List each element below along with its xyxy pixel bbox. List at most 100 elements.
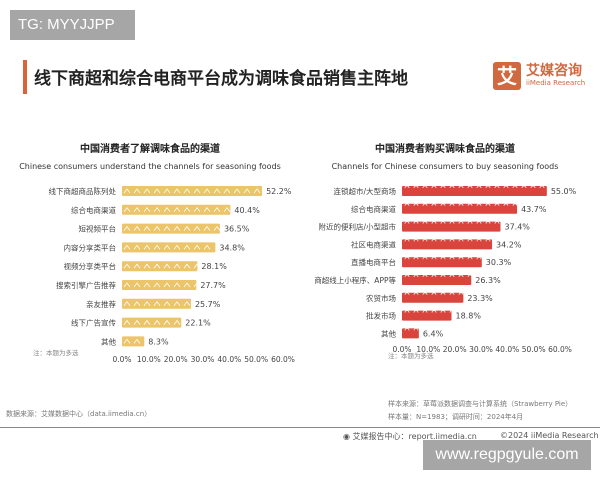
bag-icon — [413, 292, 419, 295]
chip-icon — [173, 225, 181, 231]
category-label: 综合电商渠道 — [71, 205, 116, 215]
chip-icon — [173, 207, 181, 213]
category-label: 附近的便利店/小型超市 — [318, 222, 396, 232]
report-center: ◉ 艾媒报告中心：report.iimedia.cn — [343, 432, 477, 441]
x-tick-label: 20.0% — [443, 345, 467, 354]
bag-icon — [404, 203, 410, 206]
bar — [122, 204, 231, 215]
value-label: 36.5% — [224, 225, 250, 234]
bag-icon — [413, 203, 419, 206]
chip-icon — [213, 225, 221, 231]
chip-icon — [193, 263, 201, 269]
chip-icon — [193, 225, 201, 231]
chip-icon — [203, 207, 211, 213]
bar — [402, 203, 518, 214]
chip-icon — [213, 207, 221, 213]
chip-icon — [163, 319, 171, 325]
bag-icon — [485, 185, 491, 189]
bag-icon — [431, 292, 437, 295]
value-label: 28.1% — [201, 262, 227, 271]
category-label: 直播电商平台 — [351, 257, 396, 267]
chip-icon — [173, 282, 181, 288]
chip-icon — [203, 244, 211, 250]
bag-icon — [404, 274, 410, 278]
bag-icon — [449, 203, 455, 206]
chip-icon — [143, 225, 151, 231]
bag-icon — [476, 239, 482, 242]
chip-icon — [173, 188, 181, 194]
bag-icon — [449, 292, 455, 295]
bag-icon — [404, 328, 410, 331]
value-label: 30.3% — [486, 258, 512, 267]
bar — [122, 336, 145, 347]
chip-icon — [163, 207, 171, 213]
x-tick-label: 30.0% — [469, 345, 493, 354]
bag-icon — [458, 203, 464, 206]
data-source: 数据来源：艾媒数据中心（data.iimedia.cn） — [6, 410, 152, 418]
bag-icon — [413, 256, 419, 260]
x-tick-label: 0.0% — [392, 345, 411, 354]
chart-title: 中国消费者了解调味食品的渠道 — [80, 142, 220, 155]
chip-icon — [123, 207, 131, 213]
chip-icon — [143, 263, 151, 269]
bag-icon — [449, 274, 455, 278]
sample-source: 样本来源：草莓派数据调查与计算系统（Strawberry Pie） — [388, 400, 573, 408]
category-label: 搜索引擎广告推荐 — [56, 280, 116, 290]
chip-icon — [163, 263, 171, 269]
bag-icon — [467, 239, 473, 242]
chip-icon — [153, 301, 161, 307]
x-tick-label: 40.0% — [495, 345, 519, 354]
bag-icon — [404, 256, 410, 260]
copyright: ©2024 iiMedia Research Inc — [500, 431, 600, 440]
bag-icon — [467, 185, 473, 189]
value-label: 26.3% — [475, 276, 501, 285]
value-label: 8.3% — [148, 337, 169, 346]
value-label: 18.8% — [456, 312, 482, 321]
bag-icon — [431, 310, 437, 313]
bag-icon — [476, 203, 482, 206]
chip-icon — [133, 338, 141, 344]
chip-icon — [243, 188, 251, 194]
bag-icon — [440, 256, 446, 260]
value-label: 43.7% — [521, 205, 547, 214]
bag-icon — [485, 239, 491, 242]
bag-icon — [413, 274, 419, 278]
chip-icon — [123, 263, 131, 269]
chip-icon — [193, 188, 201, 194]
bag-icon — [422, 221, 428, 224]
bag-icon — [404, 310, 410, 313]
chart-title: 中国消费者购买调味食品的渠道 — [375, 142, 515, 155]
chip-icon — [143, 207, 151, 213]
bag-icon — [440, 185, 446, 189]
chip-icon — [163, 188, 171, 194]
chip-icon — [203, 188, 211, 194]
category-label: 农贸市场 — [366, 293, 396, 303]
bag-icon — [413, 239, 419, 242]
bag-icon — [422, 274, 428, 278]
chip-icon — [183, 263, 191, 269]
bag-icon — [449, 310, 455, 313]
chip-icon — [183, 301, 191, 307]
value-label: 40.4% — [234, 206, 260, 215]
chip-icon — [183, 282, 191, 288]
bag-icon — [485, 203, 491, 206]
bar — [122, 261, 198, 272]
bar — [402, 328, 419, 339]
chip-icon — [123, 301, 131, 307]
bag-icon — [413, 310, 419, 313]
chip-icon — [123, 225, 131, 231]
bar — [402, 275, 472, 285]
chip-icon — [163, 225, 171, 231]
category-label: 亲友推荐 — [86, 299, 116, 309]
bar — [402, 310, 452, 321]
bag-icon — [458, 274, 464, 278]
chip-icon — [133, 263, 141, 269]
bag-icon — [422, 256, 428, 260]
bag-icon — [503, 185, 509, 189]
value-label: 34.8% — [219, 243, 245, 252]
bag-icon — [467, 203, 473, 206]
value-label: 34.2% — [496, 240, 522, 249]
chip-icon — [133, 319, 141, 325]
report-center-text: 艾媒报告中心：report.iimedia.cn — [352, 432, 477, 441]
bag-icon — [422, 310, 428, 313]
